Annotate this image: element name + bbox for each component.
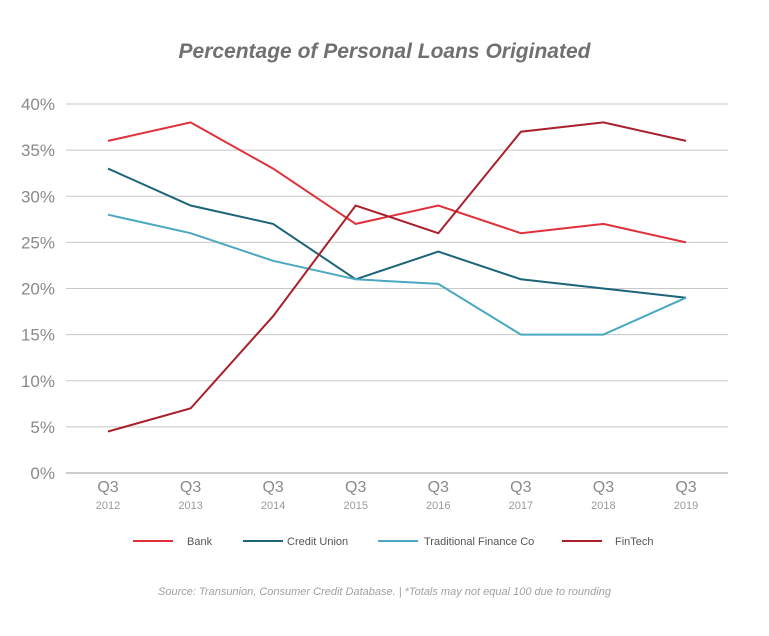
source-note: Source: Transunion, Consumer Credit Data… <box>158 586 611 598</box>
x-tick-label-quarter: Q3 <box>593 479 614 496</box>
series-line-bank <box>107 121 687 244</box>
x-tick-label-quarter: Q3 <box>97 479 118 496</box>
y-tick-label: 15% <box>21 326 55 345</box>
y-tick-label: 20% <box>21 280 55 299</box>
x-tick-label-quarter: Q3 <box>428 479 449 496</box>
series-line-traditional-finance-co <box>107 213 687 336</box>
x-tick-label-quarter: Q3 <box>262 479 283 496</box>
legend-label: Traditional Finance Co <box>424 536 534 548</box>
y-tick-label: 25% <box>21 233 55 252</box>
x-tick-label-year: 2013 <box>178 500 202 512</box>
y-tick-label: 0% <box>30 464 55 483</box>
series-line-fintech <box>107 121 687 433</box>
x-tick-label-year: 2019 <box>674 500 698 512</box>
legend-label: FinTech <box>615 536 654 548</box>
x-tick-label-year: 2015 <box>343 500 367 512</box>
x-tick-label-year: 2018 <box>591 500 615 512</box>
y-tick-label: 40% <box>21 95 55 114</box>
x-tick-label-quarter: Q3 <box>675 479 696 496</box>
y-tick-label: 5% <box>30 418 55 437</box>
series-line-credit-union <box>107 167 687 299</box>
y-tick-label: 30% <box>21 187 55 206</box>
x-tick-label-quarter: Q3 <box>345 479 366 496</box>
x-tick-label-year: 2016 <box>426 500 450 512</box>
legend-label: Bank <box>187 536 213 548</box>
x-tick-label-quarter: Q3 <box>510 479 531 496</box>
chart-title: Percentage of Personal Loans Originated <box>178 40 591 63</box>
x-tick-label-quarter: Q3 <box>180 479 201 496</box>
y-tick-label: 35% <box>21 141 55 160</box>
x-tick-label-year: 2017 <box>509 500 533 512</box>
y-tick-label: 10% <box>21 372 55 391</box>
x-tick-label-year: 2014 <box>261 500 285 512</box>
legend-label: Credit Union <box>287 536 348 548</box>
x-tick-label-year: 2012 <box>96 500 120 512</box>
